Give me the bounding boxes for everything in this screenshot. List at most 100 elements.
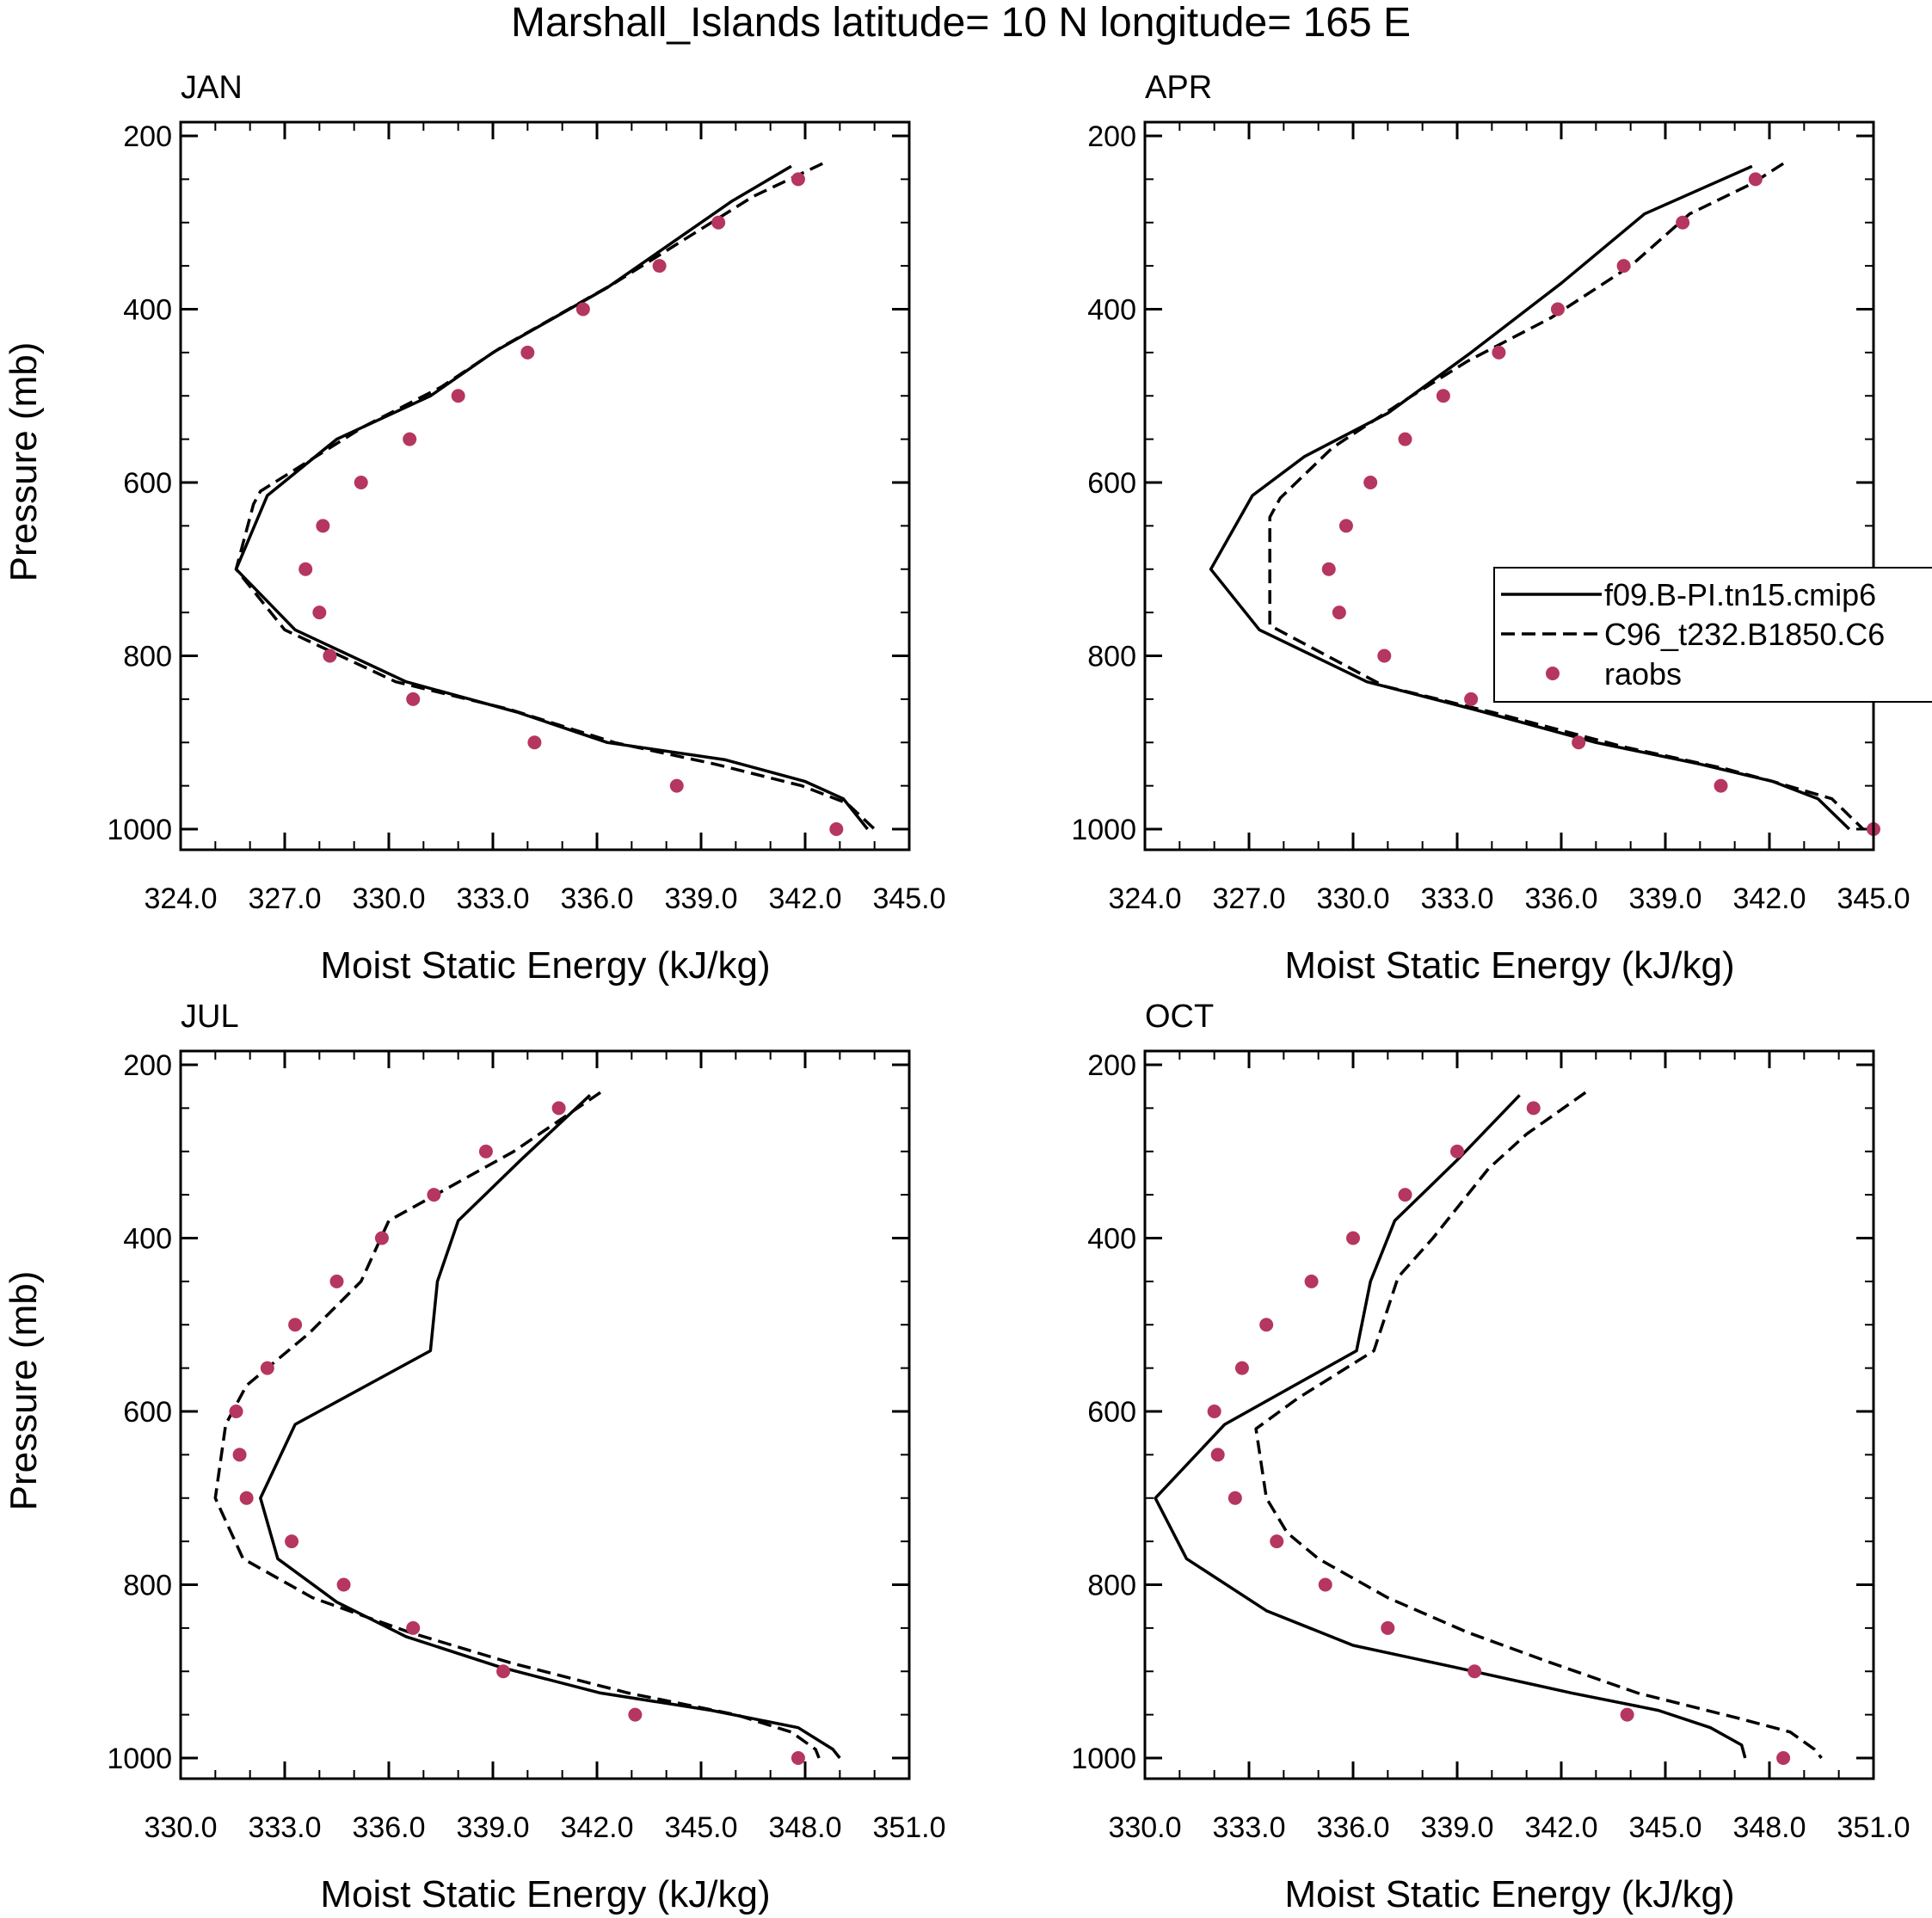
panel-oct: OCT Moist Static Energy (kJ/kg) 330.0 333… [1071,999,1910,1915]
raobs-point [1377,649,1392,663]
raobs-point [628,1707,643,1722]
x-tick-label: 333.0 [1420,882,1493,915]
x-tick-label: 330.0 [1316,882,1389,915]
raobs-point [374,1231,389,1245]
x-axis-label: Moist Static Energy (kJ/kg) [1284,944,1734,987]
raobs-point [285,1534,299,1549]
x-tick-label: 345.0 [664,1811,737,1844]
raobs-point [1467,1664,1482,1679]
y-tick-label: 800 [123,1570,172,1602]
raobs-point [451,389,465,403]
x-tick-label: 333.0 [248,1811,321,1844]
y-tick-label: 200 [123,120,172,153]
raobs-point [1234,1361,1249,1375]
y-tick-label: 1000 [1071,1743,1136,1775]
raobs-point [791,172,805,187]
y-tick-label: 200 [1087,120,1136,153]
x-tick-label: 348.0 [768,1811,841,1844]
raobs-point [652,259,667,274]
raobs-point [1526,1101,1541,1116]
y-tick-label: 800 [123,641,172,673]
x-tick-label: 333.0 [1212,1811,1285,1844]
x-tick-label: 351.0 [872,1811,945,1844]
raobs-point [1259,1318,1274,1332]
x-tick-label: 330.0 [1108,1811,1181,1844]
x-tick-label: 336.0 [1524,882,1597,915]
raobs-point [829,822,844,836]
raobs-point [239,1491,254,1505]
raobs-point [1207,1405,1221,1418]
raobs-point [1748,172,1763,187]
raobs-point [1398,1188,1412,1202]
raobs-point [1321,562,1336,576]
raobs-point [1450,1144,1464,1159]
series-line-solid [1154,1094,1747,1759]
y-tick-label: 600 [123,1396,172,1429]
panel-title: JAN [181,70,243,106]
raobs-point [478,1144,493,1159]
y-tick-label: 400 [1087,1223,1136,1256]
x-tick-label: 339.0 [664,882,737,915]
x-tick-label: 339.0 [1628,882,1701,915]
raobs-point [1338,519,1353,533]
raobs-point [1572,735,1586,750]
raobs-point [791,1751,805,1765]
panel-apr: APR Moist Static Energy (kJ/kg) 324.0 327… [1071,70,1910,987]
series-line-dashed [213,1091,821,1759]
panel-title: JUL [181,999,239,1035]
raobs-point [551,1101,566,1116]
raobs-point [1776,1751,1791,1765]
raobs-point [336,1577,351,1592]
raobs-point [1227,1491,1242,1505]
x-tick-label: 330.0 [144,1811,217,1844]
plot-frame [179,1049,911,1780]
raobs-point [260,1361,274,1375]
y-tick-label: 200 [1087,1049,1136,1082]
x-axis-label: Moist Static Energy (kJ/kg) [320,1873,770,1915]
x-tick-label: 324.0 [1108,882,1181,915]
figure-title: Marshall_Islands latitude= 10 N longitud… [511,0,1411,46]
raobs-point [520,345,535,360]
x-tick-label: 348.0 [1732,1811,1806,1844]
x-tick-label: 351.0 [1837,1811,1910,1844]
y-tick-label: 400 [123,294,172,327]
y-tick-label: 1000 [107,1743,172,1775]
x-tick-label: 336.0 [560,882,633,915]
plot-frame [179,120,911,851]
raobs-point [1436,389,1450,403]
x-tick-label: 324.0 [144,882,217,915]
x-tick-label: 345.0 [1837,882,1910,915]
y-tick-label: 400 [123,1223,172,1256]
panel-title: OCT [1145,999,1214,1035]
raobs-point [288,1318,303,1332]
raobs-point [229,1405,243,1418]
plot-frame [1143,120,1875,851]
raobs-point [669,778,684,793]
raobs-point [232,1448,247,1462]
x-tick-label: 333.0 [456,882,529,915]
x-tick-label: 327.0 [1212,882,1285,915]
x-tick-label: 339.0 [1420,1811,1493,1844]
raobs-point [1346,1231,1360,1245]
x-tick-label: 345.0 [1628,1811,1701,1844]
x-tick-label: 342.0 [768,882,841,915]
y-tick-label: 400 [1087,294,1136,327]
y-tick-label: 800 [1087,1570,1136,1602]
raobs-point [406,1620,421,1635]
y-tick-label: 1000 [1071,814,1136,846]
x-tick-label: 342.0 [560,1811,633,1844]
y-tick-label: 600 [1087,467,1136,500]
raobs-point [1332,606,1346,620]
raobs-point [1363,476,1378,489]
raobs-point [1398,432,1412,446]
raobs-point [527,735,542,750]
raobs-point [298,562,313,576]
x-tick-label: 330.0 [352,882,425,915]
series-line-solid [234,164,869,831]
x-tick-label: 336.0 [352,1811,425,1844]
x-axis-label: Moist Static Energy (kJ/kg) [1284,1873,1734,1915]
raobs-point [575,302,590,317]
raobs-point [1270,1534,1284,1549]
x-tick-label: 345.0 [872,882,945,915]
